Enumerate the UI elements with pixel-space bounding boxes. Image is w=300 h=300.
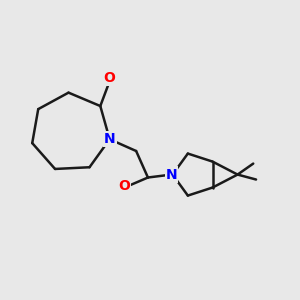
Text: N: N [104,132,116,146]
Text: N: N [166,168,177,182]
Text: O: O [118,179,130,193]
Text: O: O [103,71,115,85]
